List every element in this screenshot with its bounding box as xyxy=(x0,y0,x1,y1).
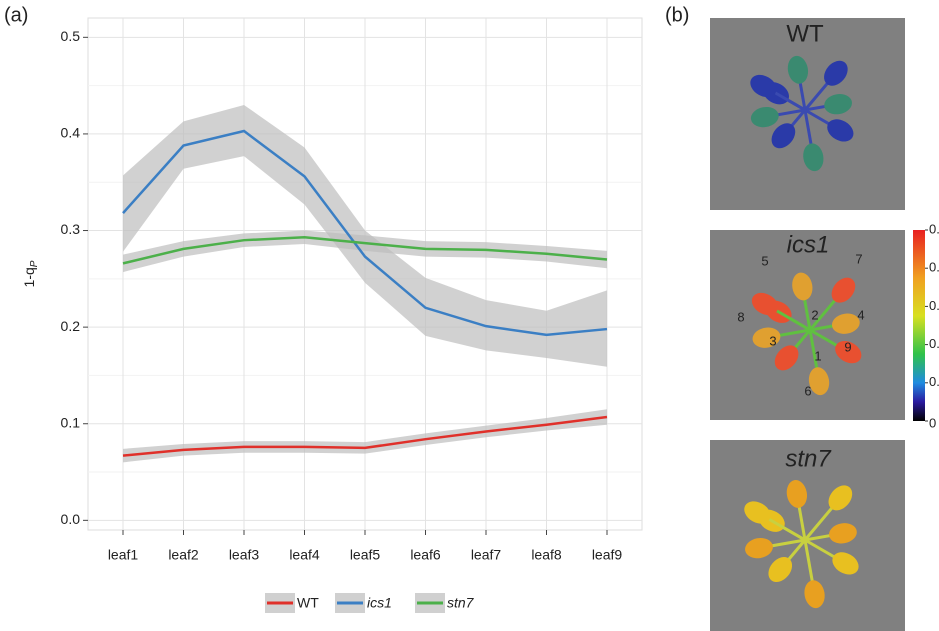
colorbar-tick-label: 0.4 xyxy=(929,260,939,275)
leaf-number: 8 xyxy=(737,309,744,324)
legend-label: WT xyxy=(297,595,319,611)
x-tick-label: leaf1 xyxy=(108,547,139,563)
legend-label: ics1 xyxy=(367,595,392,611)
colorbar-tick-label: 0 xyxy=(929,415,936,430)
colorbar xyxy=(913,230,925,421)
y-tick-label: 0.3 xyxy=(61,221,81,237)
colorbar-tick-label: 0.3 xyxy=(929,298,939,313)
colorbar-tick-label: 0.2 xyxy=(929,336,939,351)
y-tick-label: 0.0 xyxy=(61,511,81,527)
x-tick-label: leaf5 xyxy=(350,547,381,563)
x-tick-label: leaf2 xyxy=(168,547,199,563)
y-tick-label: 0.5 xyxy=(61,28,81,44)
figure: (a) (b) 0.0 0.1 0.2 0.3 0.4 0.5 leaf1 leaf2 leaf… xyxy=(0,0,939,631)
leaf-number: 9 xyxy=(844,339,851,354)
image-label: stn7 xyxy=(785,445,832,472)
x-tick-label: leaf4 xyxy=(289,547,320,563)
leaf-number: 6 xyxy=(804,383,811,398)
y-axis-label: 1-qP xyxy=(21,260,40,287)
image-label: WT xyxy=(786,20,824,47)
leaf-number: 5 xyxy=(761,253,768,268)
y-tick-label: 0.1 xyxy=(61,414,81,430)
y-tick-label: 0.2 xyxy=(61,318,81,334)
colorbar-tick-label: 0.1 xyxy=(929,374,939,389)
x-tick-label: leaf9 xyxy=(592,547,623,563)
colorbar-tick-label: 0.5 xyxy=(929,221,939,236)
leaf-number: 4 xyxy=(857,307,864,322)
leaf-number: 7 xyxy=(855,251,862,266)
y-axis-label-main: 1-q xyxy=(21,267,37,287)
leaf-number: 2 xyxy=(811,307,818,322)
x-tick-label: leaf7 xyxy=(471,547,502,563)
y-axis-label-sub: P xyxy=(29,260,40,267)
legend-label: stn7 xyxy=(447,595,475,611)
y-tick-label: 0.4 xyxy=(61,125,81,141)
x-tick-label: leaf8 xyxy=(531,547,562,563)
image-label: ics1 xyxy=(787,231,830,258)
leaf-number: 3 xyxy=(769,333,776,348)
panel-label: (a) xyxy=(4,4,28,26)
x-tick-label: leaf3 xyxy=(229,547,260,563)
leaf-number: 1 xyxy=(814,348,821,363)
panel-label: (b) xyxy=(665,4,689,26)
x-tick-label: leaf6 xyxy=(410,547,441,563)
